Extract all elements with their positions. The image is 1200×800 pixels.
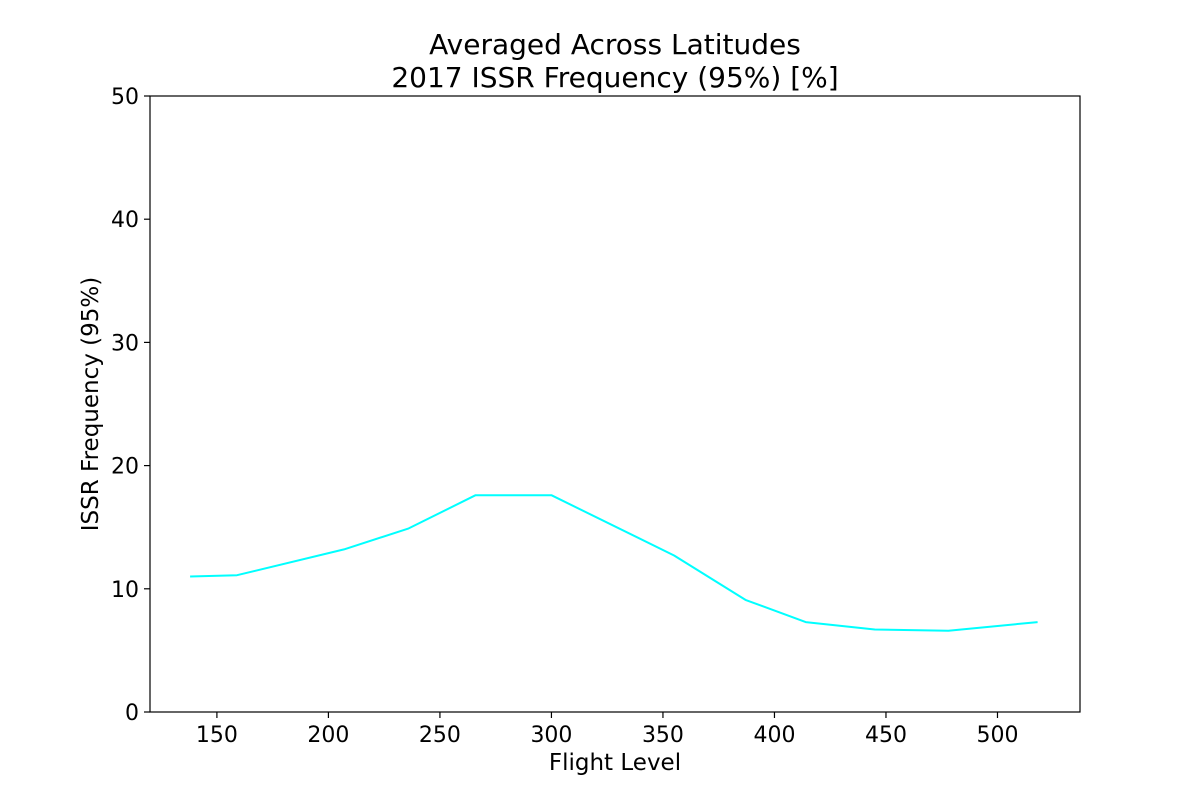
y-axis-label: ISSR Frequency (95%) (78, 277, 104, 531)
x-axis-ticks: 150 200 250 300 350 400 450 500 (196, 712, 1018, 748)
x-tick-label: 250 (419, 723, 461, 748)
plot-frame (149, 95, 1081, 713)
series-line (190, 494, 1038, 632)
x-tick-label: 450 (865, 723, 907, 748)
x-tick-label: 400 (753, 723, 795, 748)
x-tick-label: 300 (530, 723, 572, 748)
x-tick-label: 500 (976, 723, 1018, 748)
y-axis-ticks: 0 10 20 30 40 50 (111, 85, 150, 726)
x-tick-label: 150 (196, 723, 238, 748)
y-tick-label: 50 (111, 85, 139, 110)
chart-subtitle: 2017 ISSR Frequency (95%) [%] (391, 61, 838, 94)
y-tick-label: 10 (111, 578, 139, 603)
y-tick-label: 20 (111, 455, 139, 480)
chart-title: Averaged Across Latitudes (429, 28, 801, 61)
x-tick-label: 200 (307, 723, 349, 748)
plot-area (190, 494, 1038, 632)
y-tick-label: 30 (111, 331, 139, 356)
y-tick-label: 40 (111, 208, 139, 233)
x-tick-label: 350 (642, 723, 684, 748)
x-axis-label: Flight Level (549, 750, 681, 776)
y-tick-label: 0 (125, 701, 139, 726)
